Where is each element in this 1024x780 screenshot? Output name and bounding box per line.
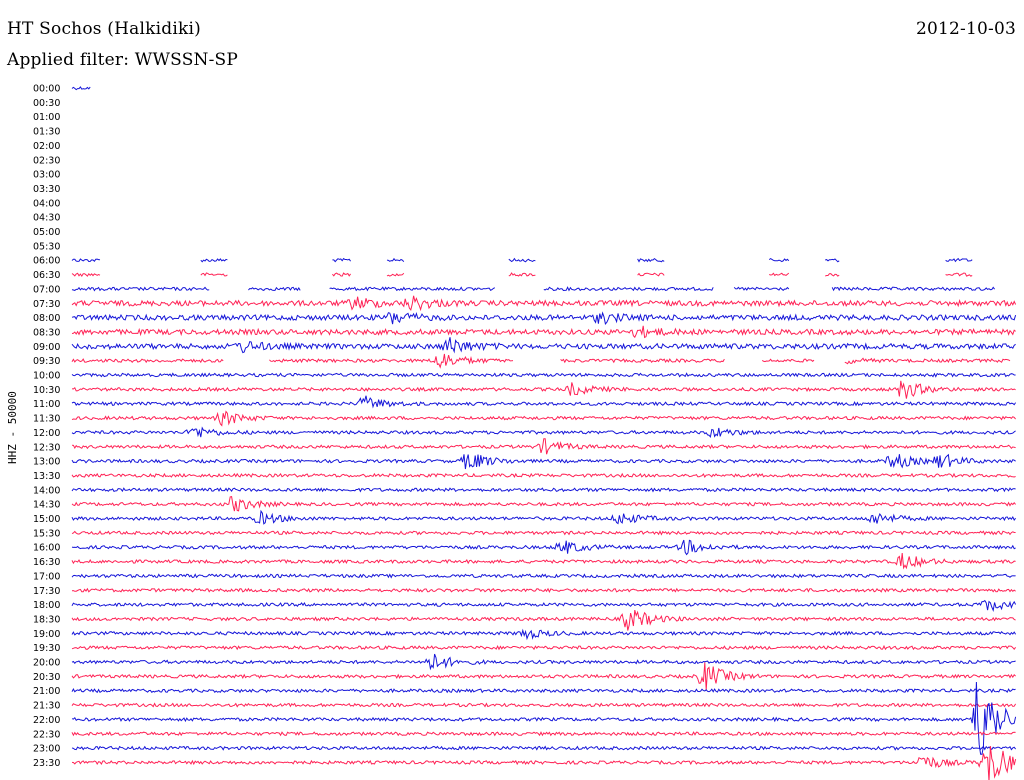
time-tick-label: 00:30 xyxy=(33,98,60,109)
time-tick-label: 17:00 xyxy=(33,571,60,582)
trace-row-1330 xyxy=(71,472,1016,478)
time-tick-label: 07:00 xyxy=(33,284,60,295)
trace-row-0630 xyxy=(71,272,973,278)
time-tick-label: 20:00 xyxy=(33,658,60,669)
time-tick-label: 04:30 xyxy=(33,213,60,224)
time-tick-label: 05:00 xyxy=(33,227,60,238)
trace-row-2100 xyxy=(71,688,1016,694)
trace-row-0800 xyxy=(71,311,1017,325)
trace-row-1930 xyxy=(71,644,1017,651)
time-tick-label: 20:30 xyxy=(33,672,60,683)
time-tick-label: 16:00 xyxy=(33,543,60,554)
trace-row-2200 xyxy=(71,681,1017,755)
time-tick-label: 23:30 xyxy=(33,758,60,769)
filter-value: WWSSN-SP xyxy=(134,50,239,70)
trace-row-1830 xyxy=(71,609,1016,631)
time-tick-label: 17:30 xyxy=(33,586,60,597)
time-tick-label: 09:30 xyxy=(33,356,60,367)
trace-row-1600 xyxy=(71,539,1016,556)
trace-row-2030 xyxy=(71,662,1016,691)
time-tick-label: 12:00 xyxy=(33,428,60,439)
trace-row-2330 xyxy=(71,746,1017,780)
time-tick-label: 08:00 xyxy=(33,313,60,324)
time-tick-label: 21:30 xyxy=(33,701,60,712)
time-tick-label: 10:30 xyxy=(33,385,60,396)
time-tick-label: 08:30 xyxy=(33,327,60,338)
trace-row-1730 xyxy=(71,587,1016,593)
trace-row-2000 xyxy=(71,653,1016,671)
time-tick-label: 23:00 xyxy=(33,744,60,755)
time-tick-label: 10:00 xyxy=(33,371,60,382)
trace-row-2230 xyxy=(71,731,1016,737)
time-tick-label: 09:00 xyxy=(33,342,60,353)
time-tick-label: 15:30 xyxy=(33,528,60,539)
filter-label: Applied filter: xyxy=(7,50,130,70)
time-tick-label: 05:30 xyxy=(33,241,60,252)
trace-row-1000 xyxy=(71,372,1016,378)
trace-row-1700 xyxy=(71,573,1016,579)
trace-row-0700 xyxy=(71,286,995,292)
time-tick-label: 01:30 xyxy=(33,127,60,138)
time-tick-label: 06:30 xyxy=(33,270,60,281)
time-tick-label: 19:30 xyxy=(33,643,60,654)
time-tick-label: 22:00 xyxy=(33,715,60,726)
time-tick-label: 18:00 xyxy=(33,600,60,611)
time-tick-label: 06:00 xyxy=(33,256,60,267)
trace-row-1230 xyxy=(71,438,1016,455)
trace-row-2130 xyxy=(71,702,1017,708)
time-tick-label: 14:00 xyxy=(33,485,60,496)
time-tick-label: 11:30 xyxy=(33,414,60,425)
trace-row-1030 xyxy=(71,380,1016,399)
time-tick-label: 22:30 xyxy=(33,729,60,740)
trace-row-0830 xyxy=(71,325,1016,339)
trace-row-1500 xyxy=(71,509,1016,525)
time-tick-label: 02:00 xyxy=(33,141,60,152)
trace-row-1530 xyxy=(71,530,1016,536)
trace-row-0000 xyxy=(71,86,91,91)
time-tick-label: 19:00 xyxy=(33,629,60,640)
time-tick-label: 04:00 xyxy=(33,198,60,209)
time-tick-label: 16:30 xyxy=(33,557,60,568)
trace-row-1300 xyxy=(71,453,1016,470)
time-axis-labels: 00:00 00:30 01:00 01:30 02:00 02:30 03:00 03:30… xyxy=(33,84,60,769)
trace-row-1900 xyxy=(71,628,1017,641)
trace-row-1200 xyxy=(71,426,1016,439)
time-tick-label: 14:30 xyxy=(33,500,60,511)
time-tick-label: 13:30 xyxy=(33,471,60,482)
station-title: HT Sochos (Halkidiki) xyxy=(7,19,201,39)
time-tick-label: 03:00 xyxy=(33,170,60,181)
trace-row-1400 xyxy=(71,487,1016,493)
seismic-traces xyxy=(71,86,1017,780)
channel-label: HHZ - 50000 xyxy=(6,391,19,464)
time-tick-label: 03:30 xyxy=(33,184,60,195)
trace-row-2300 xyxy=(71,745,1017,751)
trace-row-1100 xyxy=(71,395,1017,409)
time-tick-label: 13:00 xyxy=(33,457,60,468)
time-tick-label: 18:30 xyxy=(33,614,60,625)
time-tick-label: 21:00 xyxy=(33,686,60,697)
time-tick-label: 00:00 xyxy=(33,84,60,95)
time-tick-label: 15:00 xyxy=(33,514,60,525)
time-tick-label: 07:30 xyxy=(33,299,60,310)
trace-row-0900 xyxy=(71,337,1016,354)
record-date: 2012-10-03 xyxy=(915,19,1016,39)
time-tick-label: 02:30 xyxy=(33,155,60,166)
time-tick-label: 12:30 xyxy=(33,442,60,453)
trace-row-1430 xyxy=(71,496,1016,512)
trace-row-0730 xyxy=(71,295,1017,312)
trace-row-1130 xyxy=(71,410,1016,427)
trace-row-1800 xyxy=(71,599,1017,613)
time-tick-label: 01:00 xyxy=(33,112,60,123)
filter-line: Applied filter: WWSSN-SP xyxy=(7,50,238,70)
trace-row-0600 xyxy=(71,257,973,263)
time-tick-label: 11:00 xyxy=(33,399,60,410)
trace-row-1630 xyxy=(71,553,1016,570)
trace-row-0930 xyxy=(71,353,1011,369)
